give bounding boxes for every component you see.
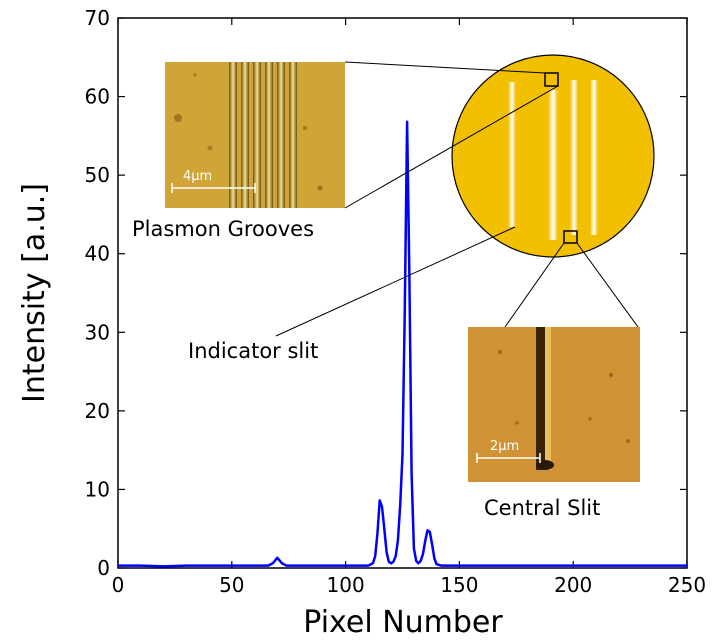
y-tick-label: 60 — [85, 85, 110, 109]
y-tick-label: 50 — [85, 163, 110, 187]
scale-label-4um: 4µm — [183, 169, 212, 184]
scale-bar-slit: 2µm — [476, 439, 541, 463]
x-axis-ticks: 0 50 100 150 200 250 — [112, 18, 706, 597]
x-tick-label: 0 — [112, 573, 125, 597]
x-tick-label: 200 — [554, 573, 592, 597]
label-central-slit: Central Slit — [484, 496, 600, 520]
x-axis-title: Pixel Number — [303, 605, 503, 640]
connector-lines — [275, 61, 639, 337]
sample-disc — [451, 54, 655, 258]
y-axis-ticks: 0 10 20 30 40 50 60 70 — [85, 6, 687, 580]
y-tick-label: 40 — [85, 242, 110, 266]
intensity-line — [118, 120, 687, 568]
label-indicator-slit: Indicator slit — [188, 339, 318, 363]
x-tick-label: 100 — [327, 573, 365, 597]
y-tick-label: 70 — [85, 6, 110, 30]
y-axis-title: Intensity [a.u.] — [17, 183, 52, 403]
scale-bar-grooves: 4µm — [171, 169, 256, 193]
x-tick-label: 50 — [219, 573, 244, 597]
x-tick-label: 150 — [440, 573, 478, 597]
y-tick-label: 0 — [97, 556, 110, 580]
y-tick-label: 30 — [85, 320, 110, 344]
y-tick-label: 20 — [85, 399, 110, 423]
y-tick-label: 10 — [85, 477, 110, 501]
label-plasmon-grooves: Plasmon Grooves — [132, 217, 314, 241]
x-tick-label: 250 — [668, 573, 706, 597]
central-slit-image — [468, 327, 640, 482]
scale-label-2um: 2µm — [490, 439, 519, 454]
